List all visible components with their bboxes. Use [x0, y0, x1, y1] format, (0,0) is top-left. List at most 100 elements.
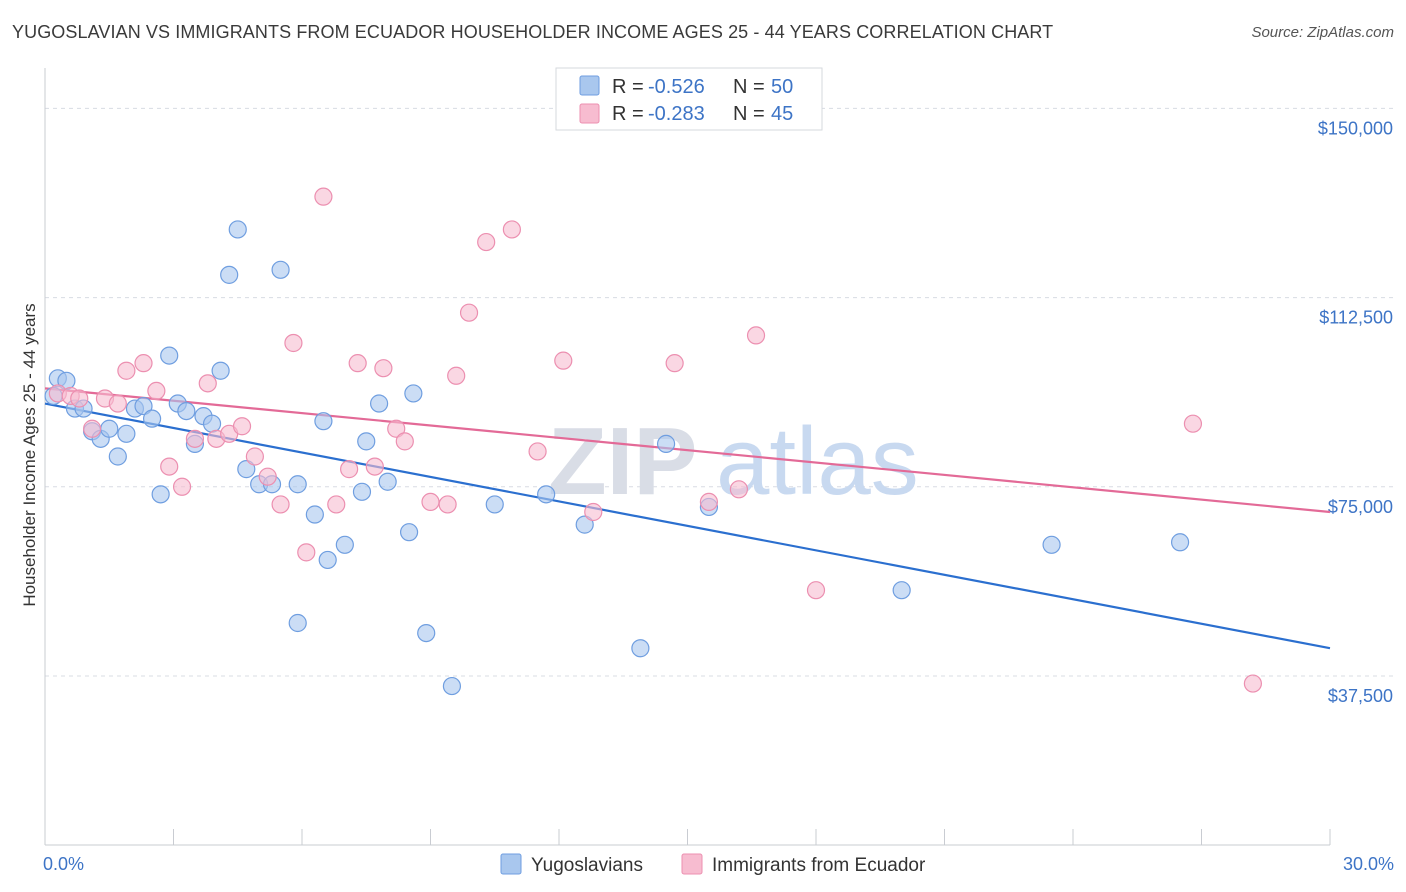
point-ecuador-35 [528, 442, 547, 461]
point-yugoslavian-45 [656, 434, 676, 453]
point-yugoslavian-19 [202, 414, 222, 433]
point-yugoslavian-14 [160, 346, 179, 365]
point-ecuador-18 [271, 495, 290, 514]
trend-lines [44, 387, 1331, 650]
point-yugoslavian-30 [314, 412, 333, 431]
point-yugoslavian-27 [288, 475, 307, 494]
point-ecuador-26 [374, 359, 393, 378]
chart-title: YUGOSLAVIAN VS IMMIGRANTS FROM ECUADOR H… [12, 22, 1054, 42]
point-yugoslavian-35 [370, 394, 389, 413]
point-ecuador-8 [147, 381, 166, 401]
point-ecuador-24 [348, 354, 367, 373]
trend-line-yugoslavian [44, 402, 1331, 650]
point-yugoslavian-42 [537, 485, 556, 504]
point-yugoslavian-7 [100, 419, 119, 438]
point-ecuador-31 [447, 366, 466, 385]
point-ecuador-43 [1183, 414, 1203, 433]
point-yugoslavian-29 [305, 505, 324, 524]
watermark-zip: ZIP [548, 408, 697, 515]
bottom-legend-swatch-pink [681, 853, 703, 875]
source-credit: Source: ZipAtlas.com [1251, 24, 1394, 41]
point-ecuador-37 [584, 502, 603, 522]
point-yugoslavian-37 [399, 523, 419, 542]
point-ecuador-10 [172, 477, 192, 496]
point-ecuador-2 [70, 389, 89, 408]
watermark-atlas: atlas [716, 408, 919, 515]
point-yugoslavian-20 [211, 361, 230, 380]
point-ecuador-23 [340, 460, 359, 479]
legend-swatch-blue [579, 75, 600, 96]
point-ecuador-41 [746, 326, 766, 345]
point-yugoslavian-39 [417, 623, 436, 643]
point-yugoslavian-26 [271, 260, 290, 279]
point-yugoslavian-40 [442, 676, 462, 696]
point-ecuador-9 [160, 457, 179, 476]
point-yugoslavian-43 [575, 515, 594, 534]
point-yugoslavian-41 [485, 495, 504, 514]
y-tick-label-3: $37,500 [1328, 686, 1393, 706]
point-ecuador-3 [83, 419, 102, 438]
point-yugoslavian-22 [228, 220, 247, 239]
legend-frame [555, 67, 823, 131]
point-yugoslavian-32 [335, 535, 354, 554]
bottom-legend-label-ecuador: Immigrants from Ecuador [712, 855, 926, 876]
point-ecuador-16 [245, 447, 264, 466]
legend-n-label-1: N = [733, 76, 765, 98]
legend-n-value-1: 50 [771, 76, 793, 98]
y-tick-label-1: $112,500 [1319, 308, 1393, 328]
point-ecuador-30 [438, 495, 457, 514]
point-yugoslavian-16 [177, 401, 196, 421]
y-tick-labels: $150,000 $112,500 $75,000 $37,500 [1318, 118, 1393, 706]
bottom-legend-swatch-blue [500, 853, 522, 875]
point-ecuador-32 [459, 303, 479, 322]
legend-r-value-1: -0.526 [648, 76, 705, 98]
point-ecuador-28 [395, 432, 414, 451]
point-ecuador-5 [108, 394, 127, 413]
point-ecuador-36 [554, 351, 573, 370]
point-yugoslavian-28 [288, 613, 307, 633]
data-points [44, 187, 1263, 696]
point-yugoslavian-47 [892, 581, 911, 600]
y-tick-label-0: $150,000 [1318, 118, 1393, 138]
point-ecuador-27 [387, 419, 406, 438]
legend-box: R = -0.526 N = 50 R = -0.283 N = 45 [555, 67, 823, 131]
x-ticks [44, 829, 1331, 845]
point-yugoslavian-11 [134, 396, 153, 416]
point-yugoslavian-44 [631, 639, 650, 658]
gridlines [45, 107, 1395, 677]
point-ecuador-6 [117, 361, 136, 380]
legend-r-label-2: R = [612, 103, 644, 125]
bottom-legend: Yugoslavians Immigrants from Ecuador [500, 853, 926, 876]
point-yugoslavian-48 [1042, 535, 1061, 554]
point-ecuador-39 [699, 492, 719, 512]
point-yugoslavian-21 [220, 265, 239, 284]
point-yugoslavian-23 [237, 460, 256, 479]
point-yugoslavian-9 [117, 424, 136, 443]
point-yugoslavian-8 [108, 447, 127, 466]
point-ecuador-33 [477, 232, 496, 252]
point-yugoslavian-34 [357, 432, 376, 451]
point-yugoslavian-31 [318, 550, 337, 570]
bottom-legend-label-yugoslavians: Yugoslavians [531, 855, 643, 876]
legend-r-value-2: -0.283 [648, 103, 705, 125]
trend-line-ecuador [44, 387, 1331, 514]
point-ecuador-17 [258, 467, 277, 486]
point-ecuador-25 [365, 457, 384, 476]
legend-r-label-1: R = [612, 76, 644, 98]
y-tick-label-2: $75,000 [1328, 497, 1393, 517]
point-ecuador-22 [327, 495, 346, 514]
point-yugoslavian-49 [1170, 533, 1190, 552]
point-ecuador-21 [314, 187, 333, 206]
x-tick-label-left: 0.0% [43, 854, 84, 874]
point-ecuador-29 [421, 492, 440, 512]
point-ecuador-20 [297, 543, 316, 562]
point-ecuador-19 [284, 333, 303, 353]
point-ecuador-40 [729, 480, 749, 499]
legend-n-value-2: 45 [771, 103, 793, 125]
point-ecuador-11 [185, 429, 205, 448]
point-ecuador-12 [198, 374, 217, 393]
point-yugoslavian-38 [404, 384, 423, 403]
point-yugoslavian-13 [151, 485, 170, 504]
point-ecuador-42 [806, 581, 826, 600]
